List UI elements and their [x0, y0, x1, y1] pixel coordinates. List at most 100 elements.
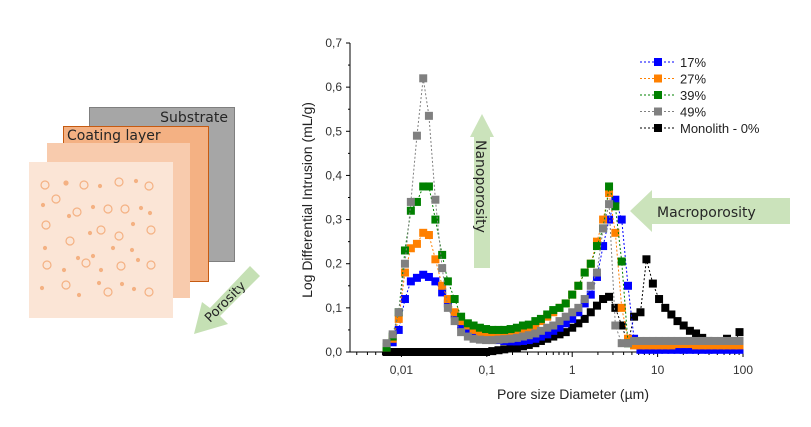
data-point	[475, 328, 484, 337]
data-point	[450, 317, 459, 326]
data-point	[561, 319, 570, 328]
pore-icon	[41, 220, 51, 230]
data-point	[710, 345, 719, 354]
data-point	[617, 321, 626, 330]
pore-icon	[42, 260, 52, 270]
data-point	[469, 334, 478, 343]
data-point	[419, 182, 428, 191]
data-point	[431, 195, 440, 204]
data-point	[586, 281, 595, 290]
data-point	[549, 306, 558, 315]
data-point	[524, 331, 533, 340]
data-point	[679, 345, 688, 354]
porous-front-layer	[29, 162, 173, 318]
data-point	[729, 336, 738, 345]
pore-icon	[75, 255, 81, 261]
data-point	[500, 335, 509, 344]
data-point	[561, 328, 570, 337]
data-point	[443, 295, 452, 304]
legend-marker-icon	[654, 91, 662, 99]
data-point	[518, 321, 527, 330]
data-point	[723, 345, 732, 354]
data-point	[512, 328, 521, 337]
data-point	[406, 348, 415, 356]
data-point	[698, 336, 707, 345]
data-point	[450, 295, 459, 304]
data-point	[568, 290, 577, 299]
data-point	[592, 242, 601, 251]
data-point	[685, 326, 694, 335]
data-point	[549, 326, 558, 335]
data-point	[667, 341, 676, 350]
legend-item: 27%	[640, 72, 706, 87]
data-point	[716, 341, 725, 350]
data-point	[469, 325, 478, 334]
pore-icon	[144, 287, 154, 297]
data-point	[704, 345, 713, 354]
pore-icon	[76, 292, 82, 298]
data-point	[457, 328, 466, 337]
pore-icon	[63, 180, 69, 186]
pore-icon	[61, 267, 67, 273]
data-point	[394, 348, 403, 356]
pore-icon	[81, 258, 91, 268]
data-point	[524, 336, 533, 345]
data-point	[450, 308, 459, 317]
data-point	[438, 281, 447, 290]
data-point	[512, 333, 521, 342]
data-point	[443, 277, 452, 286]
data-series	[382, 74, 744, 356]
y-tick-label: 0,5	[325, 124, 342, 138]
y-tick-label: 0,2	[325, 257, 342, 271]
data-point	[735, 328, 744, 337]
data-point	[388, 330, 397, 339]
legend-label: 27%	[680, 72, 706, 87]
data-point	[617, 257, 626, 266]
data-point	[531, 321, 540, 330]
data-point	[592, 268, 601, 277]
pore-icon	[147, 210, 153, 216]
data-point	[648, 336, 657, 345]
data-point	[531, 339, 540, 348]
legend-item: Monolith - 0%	[640, 121, 760, 136]
data-point	[431, 215, 440, 224]
data-point	[667, 336, 676, 345]
data-point	[667, 310, 676, 319]
data-point	[673, 345, 682, 354]
pore-icon	[61, 280, 71, 290]
y-tick-label: 0,4	[325, 168, 342, 182]
pore-icon	[103, 287, 113, 297]
substrate-label: Substrate	[160, 110, 228, 126]
data-point	[568, 308, 577, 317]
data-point	[655, 295, 664, 304]
data-point	[506, 334, 515, 343]
data-point	[673, 336, 682, 345]
y-tick-label: 0,7	[325, 36, 342, 50]
data-point	[419, 74, 428, 83]
pore-icon	[144, 181, 154, 191]
data-point	[580, 295, 589, 304]
data-point	[482, 336, 491, 345]
data-point	[506, 325, 515, 334]
data-point	[494, 346, 503, 355]
series-39-	[382, 182, 632, 352]
data-point	[406, 277, 415, 286]
data-point	[673, 317, 682, 326]
data-point	[400, 259, 409, 268]
data-point	[568, 323, 577, 332]
data-point	[642, 341, 651, 350]
data-point	[482, 348, 491, 356]
pore-icon	[120, 204, 130, 214]
data-point	[457, 348, 466, 356]
data-point	[642, 255, 651, 264]
legend-marker-icon	[654, 74, 662, 83]
data-point	[482, 325, 491, 334]
data-point	[406, 206, 415, 215]
data-point	[630, 341, 639, 350]
data-point	[463, 319, 472, 328]
nanoporosity-arrow	[470, 114, 494, 268]
data-point	[561, 299, 570, 308]
y-tick-label: 0,0	[325, 345, 342, 359]
data-point	[518, 336, 527, 345]
data-point	[655, 341, 664, 350]
